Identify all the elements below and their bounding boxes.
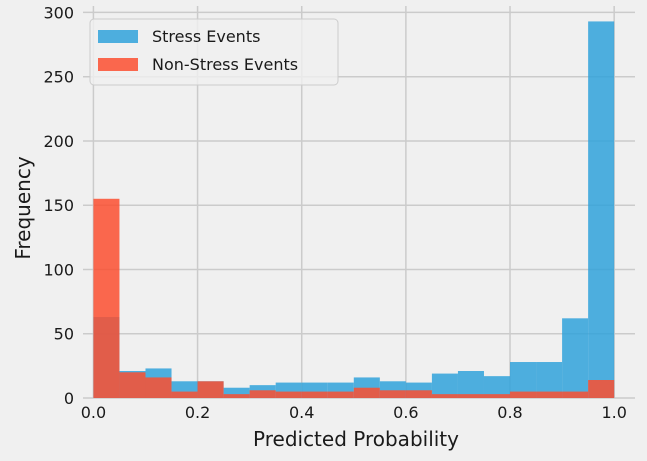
x-axis-label: Predicted Probability: [253, 427, 459, 451]
histogram-bar: [405, 390, 432, 398]
y-tick-label: 50: [54, 325, 74, 344]
histogram-bar: [197, 381, 224, 398]
histogram-bar: [483, 394, 511, 398]
histogram-bar: [536, 391, 563, 398]
histogram-bar: [431, 394, 458, 398]
x-tick-label: 0.0: [81, 403, 106, 422]
x-tick-label: 0.2: [185, 403, 210, 422]
x-tick-label: 0.4: [289, 403, 314, 422]
x-tick-label: 1.0: [601, 403, 626, 422]
y-tick-label: 200: [43, 132, 74, 151]
histogram-bar: [457, 394, 484, 398]
histogram-bar: [588, 21, 615, 399]
histogram-bar: [562, 391, 589, 398]
histogram-bar: [119, 372, 146, 398]
histogram-bar: [93, 198, 120, 398]
y-tick-label: 300: [43, 3, 74, 22]
y-tick-label: 0: [64, 389, 74, 408]
histogram-bar: [483, 376, 511, 398]
histogram-bar: [223, 387, 250, 398]
histogram-bar: [275, 391, 302, 398]
histogram-bar: [431, 373, 458, 398]
legend-swatch-non-stress: [98, 58, 138, 71]
histogram-bar: [171, 391, 198, 398]
y-tick-label: 150: [43, 196, 74, 215]
legend-label-non-stress: Non-Stress Events: [152, 55, 298, 74]
y-tick-labels: 0 50 100 150 200 250 300: [43, 3, 74, 408]
legend-swatch-stress: [98, 30, 138, 43]
x-tick-label: 0.8: [497, 403, 522, 422]
histogram-bar: [223, 394, 250, 398]
legend-box: [89, 18, 339, 86]
histogram-bars: [93, 21, 615, 399]
histogram-bar: [562, 318, 589, 398]
legend-label-stress: Stress Events: [152, 27, 260, 46]
histogram-bar: [301, 391, 328, 398]
y-axis-label: Frequency: [11, 156, 35, 259]
histogram-bar: [379, 390, 406, 398]
x-tick-label: 0.6: [393, 403, 418, 422]
x-tick-labels: 0.0 0.2 0.4 0.6 0.8 1.0: [81, 403, 627, 422]
histogram-bar: [510, 391, 537, 398]
histogram-bar: [588, 380, 615, 398]
y-tick-label: 100: [43, 260, 74, 279]
histogram-bar: [353, 387, 380, 398]
y-tick-label: 250: [43, 68, 74, 87]
histogram-bar: [327, 391, 354, 398]
legend: Stress Events Non-Stress Events: [89, 18, 339, 86]
histogram-bar: [457, 371, 484, 398]
histogram-bar: [249, 390, 276, 398]
series-non-stress-bars: [93, 198, 615, 398]
histogram-bar: [145, 377, 172, 398]
